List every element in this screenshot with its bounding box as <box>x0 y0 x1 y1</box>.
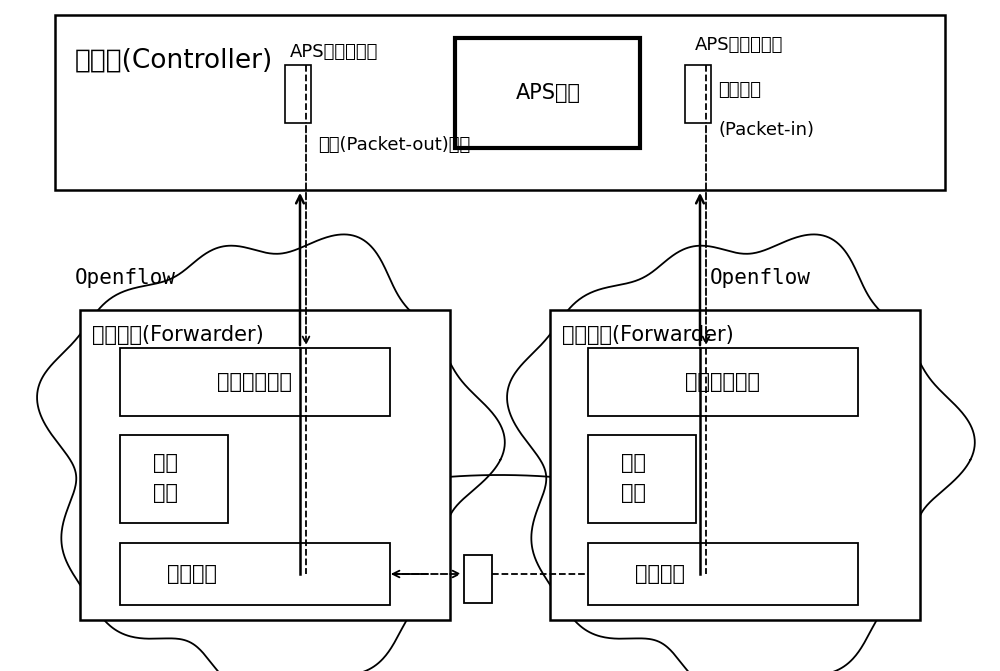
Bar <box>120 435 228 523</box>
Bar <box>120 348 390 416</box>
Text: 流表: 流表 <box>152 453 178 473</box>
Text: 转发设备(Forwarder): 转发设备(Forwarder) <box>562 325 734 345</box>
Text: Openflow: Openflow <box>710 268 811 288</box>
Bar <box>464 555 492 603</box>
Bar <box>550 310 920 620</box>
Bar <box>80 310 450 620</box>
Text: 控制器(Controller): 控制器(Controller) <box>75 48 273 74</box>
Bar <box>120 543 390 605</box>
Text: 转发设备(Forwarder): 转发设备(Forwarder) <box>92 325 264 345</box>
Text: 流表: 流表 <box>620 453 646 473</box>
Text: 发包(Packet-out)封装: 发包(Packet-out)封装 <box>318 136 470 154</box>
Text: 转发组件: 转发组件 <box>635 564 685 584</box>
Bar <box>55 15 945 190</box>
Text: 协议处理组件: 协议处理组件 <box>218 372 292 392</box>
Text: APS组件: APS组件 <box>516 83 580 103</box>
Bar <box>588 543 858 605</box>
Text: 转发组件: 转发组件 <box>167 564 217 584</box>
Text: APS消息（发）: APS消息（发） <box>290 43 378 61</box>
Text: Openflow: Openflow <box>75 268 176 288</box>
Bar <box>685 65 711 123</box>
Text: 协议处理组件: 协议处理组件 <box>686 372 761 392</box>
Bar <box>588 348 858 416</box>
Text: 收包封装: 收包封装 <box>718 81 761 99</box>
Text: 组件: 组件 <box>152 483 178 503</box>
Text: (Packet-in): (Packet-in) <box>718 121 814 139</box>
Bar <box>588 435 696 523</box>
Bar <box>455 38 640 148</box>
Text: 组件: 组件 <box>620 483 646 503</box>
Bar <box>285 65 311 123</box>
Text: APS消息（收）: APS消息（收） <box>695 36 783 54</box>
